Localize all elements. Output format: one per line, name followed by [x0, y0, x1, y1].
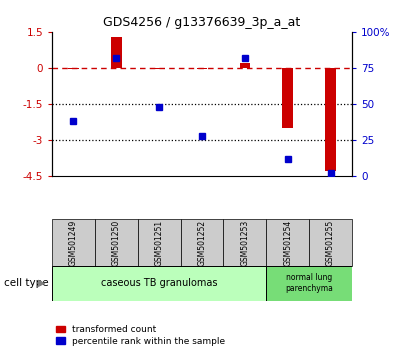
Text: GSM501251: GSM501251 [155, 219, 164, 266]
Text: GSM501254: GSM501254 [283, 219, 292, 266]
Bar [197, 68, 207, 69]
Text: caseous TB granulomas: caseous TB granulomas [101, 278, 217, 288]
Bar [52, 219, 95, 266]
Text: cell type: cell type [4, 278, 49, 288]
Text: GSM501250: GSM501250 [112, 219, 121, 266]
Bar [154, 68, 164, 69]
Bar [282, 68, 293, 128]
Text: GSM501249: GSM501249 [69, 219, 78, 266]
Bar [111, 37, 122, 68]
Bar [325, 68, 336, 171]
Text: normal lung
parenchyma: normal lung parenchyma [285, 274, 333, 293]
Text: GSM501252: GSM501252 [198, 219, 206, 266]
Bar [224, 219, 266, 266]
Legend: transformed count, percentile rank within the sample: transformed count, percentile rank withi… [52, 321, 229, 349]
Bar [68, 68, 79, 69]
Bar [266, 266, 352, 301]
Bar [180, 219, 224, 266]
Bar [138, 219, 180, 266]
Bar [240, 63, 250, 68]
Bar [309, 219, 352, 266]
Bar [266, 219, 309, 266]
Bar [52, 266, 266, 301]
Text: GSM501255: GSM501255 [326, 219, 335, 266]
Title: GDS4256 / g13376639_3p_a_at: GDS4256 / g13376639_3p_a_at [103, 16, 301, 29]
Text: ▶: ▶ [38, 278, 46, 288]
Text: GSM501253: GSM501253 [240, 219, 249, 266]
Bar [95, 219, 138, 266]
